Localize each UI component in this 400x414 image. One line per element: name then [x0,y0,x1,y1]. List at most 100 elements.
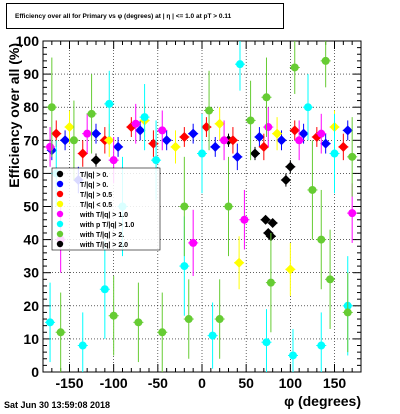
x-tick-label: 50 [238,375,254,391]
data-point [285,264,296,275]
data-point [220,136,229,145]
data-point [189,238,198,247]
data-point [180,202,189,211]
data-point [276,135,287,146]
data-point [210,141,221,152]
data-point [224,202,233,211]
y-tick-label: 90 [23,66,39,82]
data-point [295,136,304,145]
data-point [158,126,167,135]
data-point [214,118,225,129]
legend-entry: T/|q| < 0.5 [80,202,112,209]
data-point [280,175,291,186]
legend-marker [56,230,64,238]
data-point [260,214,271,225]
y-tick-label: 20 [23,298,39,314]
y-tick-label: 40 [23,232,39,248]
x-tick-label: -100 [100,375,128,391]
timestamp-footer: Sat Jun 30 13:59:08 2018 [4,400,111,410]
data-point [56,328,65,337]
legend-entry: with T/|q| > 2.0 [79,242,128,249]
data-point [60,135,71,146]
x-tick-label: -50 [148,375,168,391]
data-point [198,149,206,158]
data-point [342,125,353,136]
data-point [235,60,244,69]
data-point [91,128,101,139]
y-tick-label: 80 [23,99,39,115]
legend-box [51,167,161,251]
data-point [348,152,357,161]
data-point [184,315,193,324]
legend-entry: T/|q| > 0. [80,182,108,189]
data-point [317,341,326,350]
y-tick-label: 10 [23,331,39,347]
data-point [109,156,118,165]
x-axis-label: φ (degrees) [284,393,361,409]
data-point [250,148,260,159]
data-point [308,185,317,194]
data-point [83,129,92,138]
data-point [69,136,78,145]
y-tick-label: 30 [23,265,39,281]
x-tick-label: 0 [198,375,206,391]
y-axis-label: Efficiency over all (%) [6,43,22,188]
data-point [326,275,335,284]
data-point [205,106,214,115]
data-point [131,119,140,128]
legend-marker [56,170,64,178]
data-point [321,56,330,65]
data-point [104,135,115,146]
data-point [77,148,88,159]
data-point [161,135,172,146]
data-point [134,318,143,327]
x-tick-label: 100 [279,375,303,391]
data-point [170,141,181,152]
data-point [152,156,161,165]
data-point [234,257,245,268]
y-tick-label: 100 [16,33,40,49]
data-point [113,141,124,152]
legend-entry: T/|q| > 0. [80,172,108,179]
data-point [180,262,189,271]
data-point [179,131,190,142]
data-point [338,141,349,152]
data-point [262,93,271,102]
data-point [246,116,255,125]
data-point [47,103,56,112]
x-tick-label: 150 [323,375,347,391]
data-point [91,155,101,166]
data-point [267,218,278,229]
data-point [87,109,96,118]
data-point [100,285,109,294]
title-box: Efficiency over all for Primary vs φ (de… [6,3,284,29]
legend-entry: T/|q| > 0.5 [80,192,112,199]
legend-entry: with T/|q| > 1.0 [79,212,128,219]
legend-marker [56,200,64,208]
legend-marker [56,210,64,218]
data-point [317,129,326,138]
data-point [264,123,273,132]
data-point [51,128,62,139]
data-point [343,308,352,317]
data-point [330,149,339,158]
data-point [348,209,357,218]
data-point [272,128,283,139]
data-point [254,131,265,142]
data-point [188,128,199,139]
data-point [232,151,243,162]
data-point [227,135,238,146]
y-tick-label: 60 [23,165,39,181]
data-point [64,122,75,133]
y-tick-label: 0 [31,364,39,380]
data-point [266,278,275,287]
y-tick-label: 50 [23,199,39,215]
data-point [208,331,217,340]
legend-entry: with T/|q| > 2. [79,232,124,239]
x-tick-label: -150 [55,375,83,391]
data-point [140,113,149,122]
data-point [158,328,167,337]
data-point [298,128,309,139]
data-point [215,315,224,324]
data-point [109,311,118,320]
